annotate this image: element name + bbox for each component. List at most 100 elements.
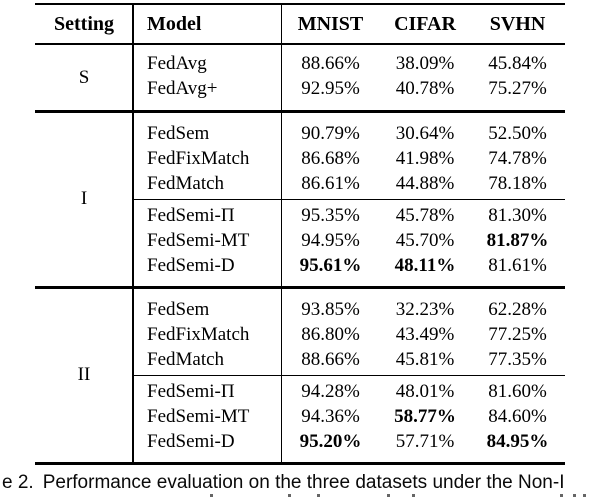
- model-cell: FedFixMatch: [147, 147, 250, 169]
- table-caption: e 2. Performance evaluation on the three …: [2, 472, 600, 494]
- table-top-rule: [35, 3, 565, 5]
- results-table: Setting Model MNIST CIFAR SVHN S FedAvg 88…: [35, 3, 565, 465]
- clipped-text-mark: [583, 494, 586, 497]
- model-cell: FedSemi-MT: [147, 406, 250, 427]
- value-cell: 77.25%: [488, 323, 547, 345]
- table-row: FedSem 93.85% 32.23% 62.28%: [35, 297, 565, 322]
- value-cell: 48.01%: [395, 381, 455, 402]
- column-divider: [132, 288, 134, 462]
- table-row: FedAvg+ 92.95% 40.78% 75.27%: [35, 76, 565, 101]
- value-cell: 95.20%: [299, 431, 362, 452]
- table-row: FedSemi-D 95.61% 48.11% 81.61%: [35, 253, 565, 278]
- clipped-text-mark: [210, 494, 213, 497]
- value-cell: 43.49%: [395, 323, 455, 345]
- value-cell: 38.09%: [395, 53, 455, 74]
- header-bottom-rule: [35, 43, 565, 45]
- clipped-text-mark: [317, 494, 320, 497]
- column-divider: [132, 45, 134, 110]
- value-cell: 45.70%: [395, 230, 455, 251]
- value-cell: 45.78%: [395, 205, 455, 226]
- table-row: FedSemi-MT 94.95% 45.70% 81.87%: [35, 228, 565, 253]
- header-svhn: SVHN: [489, 12, 546, 35]
- caption-text: Performance evaluation on the three data…: [42, 472, 565, 493]
- value-cell: 81.60%: [488, 381, 547, 402]
- value-cell: 94.95%: [301, 230, 360, 251]
- table-section-II: II FedSem 93.85% 32.23% 62.28% FedFixMatch 86.…: [35, 288, 565, 462]
- value-cell: 86.80%: [301, 323, 360, 345]
- value-cell: 44.88%: [395, 172, 455, 194]
- value-cell: 88.66%: [301, 348, 360, 370]
- value-cell: 58.77%: [394, 406, 456, 427]
- value-cell: 48.11%: [394, 255, 456, 276]
- table-row: FedSemi-MT 94.36% 58.77% 84.60%: [35, 404, 565, 429]
- clipped-text-mark: [387, 494, 390, 497]
- value-cell: 94.36%: [301, 406, 360, 427]
- value-cell: 30.64%: [395, 122, 455, 144]
- clipped-text-mark: [412, 494, 415, 497]
- value-cell: 93.85%: [301, 298, 360, 320]
- clipped-text-mark: [288, 494, 291, 497]
- table-row: FedSemi-Π 95.35% 45.78% 81.30%: [35, 203, 565, 228]
- clipped-text-mark: [573, 494, 576, 497]
- value-cell: 45.84%: [488, 53, 547, 74]
- header-setting: Setting: [54, 12, 114, 35]
- value-cell: 86.68%: [301, 147, 360, 169]
- value-cell: 81.87%: [486, 230, 549, 251]
- table-row: FedMatch 86.61% 44.88% 78.18%: [35, 171, 565, 196]
- value-cell: 81.30%: [488, 205, 547, 226]
- model-cell: FedSemi-MT: [147, 230, 250, 251]
- setting-label-S: S: [78, 66, 90, 88]
- clipped-text-mark: [560, 494, 563, 497]
- model-cell: FedSemi-D: [147, 255, 235, 276]
- model-cell: FedSemi-Π: [147, 381, 235, 402]
- table-row: FedFixMatch 86.80% 43.49% 77.25%: [35, 322, 565, 347]
- setting-label-II: II: [77, 364, 91, 386]
- caption-label: e 2.: [2, 472, 34, 493]
- value-cell: 75.27%: [488, 78, 547, 99]
- header-cifar: CIFAR: [394, 12, 456, 35]
- column-divider: [280, 5, 282, 43]
- section-separator-rule: [35, 110, 565, 113]
- partial-rule-cline: [133, 198, 565, 200]
- table-section-S: S FedAvg 88.66% 38.09% 45.84% FedAvg+ 92.95% 40…: [35, 45, 565, 110]
- value-cell: 45.81%: [395, 348, 455, 370]
- header-model: Model: [147, 12, 202, 35]
- table-row: FedSem 90.79% 30.64% 52.50%: [35, 121, 565, 146]
- value-cell: 90.79%: [301, 122, 360, 144]
- value-cell: 74.78%: [488, 147, 547, 169]
- value-cell: 81.61%: [488, 255, 547, 276]
- model-cell: FedMatch: [147, 348, 225, 370]
- value-cell: 52.50%: [488, 122, 547, 144]
- value-cell: 84.60%: [488, 406, 547, 427]
- value-cell: 84.95%: [486, 431, 549, 452]
- value-cell: 94.28%: [301, 381, 360, 402]
- table-row: FedAvg 88.66% 38.09% 45.84%: [35, 51, 565, 76]
- table-row: FedSemi-Π 94.28% 48.01% 81.60%: [35, 379, 565, 404]
- column-divider: [280, 112, 282, 286]
- table-row: FedFixMatch 86.68% 41.98% 74.78%: [35, 146, 565, 171]
- value-cell: 86.61%: [301, 172, 360, 194]
- value-cell: 32.23%: [395, 298, 455, 320]
- table-row: FedMatch 88.66% 45.81% 77.35%: [35, 347, 565, 372]
- model-cell: FedSem: [147, 298, 210, 320]
- column-divider: [132, 5, 134, 43]
- column-divider: [132, 112, 134, 286]
- value-cell: 77.35%: [488, 348, 547, 370]
- model-cell: FedSemi-Π: [147, 205, 235, 226]
- model-cell: FedSem: [147, 122, 210, 144]
- setting-label-I: I: [80, 188, 88, 210]
- table-body: S FedAvg 88.66% 38.09% 45.84% FedAvg+ 92.95% 40…: [35, 45, 565, 462]
- value-cell: 41.98%: [395, 147, 455, 169]
- value-cell: 92.95%: [301, 78, 360, 99]
- model-cell: FedAvg: [147, 53, 207, 74]
- column-divider: [280, 288, 282, 462]
- section-separator-rule: [35, 286, 565, 289]
- model-cell: FedFixMatch: [147, 323, 250, 345]
- table-section-I: I FedSem 90.79% 30.64% 52.50% FedFixMatch 86.6…: [35, 112, 565, 286]
- table-row: FedSemi-D 95.20% 57.71% 84.95%: [35, 429, 565, 454]
- partial-rule-cline: [133, 374, 565, 376]
- value-cell: 57.71%: [395, 431, 455, 452]
- model-cell: FedAvg+: [147, 78, 218, 99]
- column-divider: [280, 45, 282, 110]
